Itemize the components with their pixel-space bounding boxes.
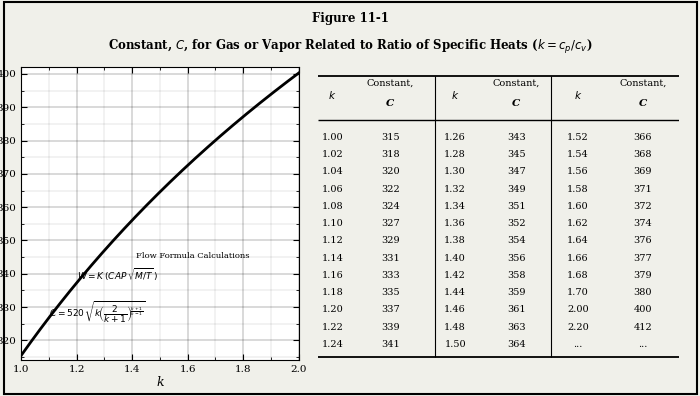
Text: 1.20: 1.20 — [321, 305, 343, 314]
Text: 1.64: 1.64 — [567, 236, 589, 246]
Text: 356: 356 — [508, 254, 526, 263]
Text: 1.08: 1.08 — [321, 202, 343, 211]
Text: ...: ... — [573, 340, 582, 349]
Text: 2.00: 2.00 — [567, 305, 589, 314]
Text: 1.24: 1.24 — [321, 340, 343, 349]
Text: 341: 341 — [381, 340, 400, 349]
Text: 335: 335 — [381, 288, 400, 297]
Text: 333: 333 — [381, 271, 400, 280]
Text: 1.16: 1.16 — [321, 271, 343, 280]
Text: C: C — [639, 99, 647, 109]
Text: 1.46: 1.46 — [444, 305, 466, 314]
Text: $k$: $k$ — [574, 89, 582, 101]
Text: 374: 374 — [634, 219, 652, 228]
Text: 1.66: 1.66 — [567, 254, 589, 263]
Text: 1.52: 1.52 — [567, 133, 589, 142]
Text: 343: 343 — [507, 133, 526, 142]
Text: 1.32: 1.32 — [444, 185, 466, 194]
Text: 1.00: 1.00 — [321, 133, 343, 142]
Text: 1.14: 1.14 — [321, 254, 343, 263]
Text: 1.58: 1.58 — [567, 185, 589, 194]
Text: 2.20: 2.20 — [567, 323, 589, 332]
Text: 1.62: 1.62 — [567, 219, 589, 228]
Text: 377: 377 — [634, 254, 652, 263]
Text: $k$: $k$ — [328, 89, 337, 101]
Text: 1.42: 1.42 — [444, 271, 466, 280]
Text: 1.56: 1.56 — [567, 168, 589, 177]
Text: 366: 366 — [634, 133, 652, 142]
X-axis label: k: k — [156, 376, 164, 388]
Text: Flow Formula Calculations: Flow Formula Calculations — [136, 252, 250, 260]
Text: Constant, $C$, for Gas or Vapor Related to Ratio of Specific Heats ($k = c_p/c_v: Constant, $C$, for Gas or Vapor Related … — [108, 38, 592, 55]
Text: 329: 329 — [381, 236, 400, 246]
Text: Constant,: Constant, — [493, 79, 540, 88]
Text: 400: 400 — [634, 305, 652, 314]
Text: 324: 324 — [381, 202, 400, 211]
Text: 1.12: 1.12 — [321, 236, 343, 246]
Text: 1.40: 1.40 — [444, 254, 466, 263]
Text: Figure 11-1: Figure 11-1 — [312, 12, 388, 25]
Text: 361: 361 — [508, 305, 526, 314]
Text: 369: 369 — [634, 168, 652, 177]
Text: 1.22: 1.22 — [321, 323, 343, 332]
Text: 315: 315 — [381, 133, 400, 142]
Text: 354: 354 — [508, 236, 526, 246]
Text: 1.26: 1.26 — [444, 133, 466, 142]
Text: 337: 337 — [381, 305, 400, 314]
Text: 1.04: 1.04 — [321, 168, 343, 177]
Text: 1.10: 1.10 — [321, 219, 343, 228]
Text: 371: 371 — [634, 185, 652, 194]
Text: ...: ... — [638, 340, 648, 349]
Text: 1.70: 1.70 — [567, 288, 589, 297]
Text: 1.50: 1.50 — [444, 340, 466, 349]
Text: 380: 380 — [634, 288, 652, 297]
Text: 339: 339 — [381, 323, 400, 332]
Text: 1.02: 1.02 — [321, 150, 343, 159]
Text: 1.54: 1.54 — [567, 150, 589, 159]
Text: 1.06: 1.06 — [321, 185, 343, 194]
Text: 1.28: 1.28 — [444, 150, 466, 159]
Text: 1.18: 1.18 — [321, 288, 343, 297]
Text: 364: 364 — [508, 340, 526, 349]
Text: 368: 368 — [634, 150, 652, 159]
Text: 1.38: 1.38 — [444, 236, 466, 246]
Text: C: C — [512, 99, 521, 109]
Text: 358: 358 — [508, 271, 526, 280]
Text: 1.68: 1.68 — [567, 271, 589, 280]
Text: 327: 327 — [381, 219, 400, 228]
Text: $C = 520\,\sqrt{k\!\left(\dfrac{2}{k+1}\right)^{\!\frac{k+1}{k-1}}}$: $C = 520\,\sqrt{k\!\left(\dfrac{2}{k+1}\… — [49, 300, 146, 325]
Text: 351: 351 — [508, 202, 526, 211]
Text: 359: 359 — [508, 288, 526, 297]
Text: 352: 352 — [508, 219, 526, 228]
Text: 345: 345 — [508, 150, 526, 159]
Text: 1.36: 1.36 — [444, 219, 466, 228]
Text: 372: 372 — [634, 202, 652, 211]
Text: 322: 322 — [381, 185, 400, 194]
Text: $k$: $k$ — [451, 89, 459, 101]
Text: $W = K\,(CAP\,\sqrt{M/T}\,)$: $W = K\,(CAP\,\sqrt{M/T}\,)$ — [76, 267, 158, 284]
Text: 347: 347 — [507, 168, 526, 177]
Text: 1.48: 1.48 — [444, 323, 466, 332]
Text: 1.34: 1.34 — [444, 202, 466, 211]
Text: 349: 349 — [508, 185, 526, 194]
Text: 412: 412 — [634, 323, 652, 332]
Text: 1.60: 1.60 — [567, 202, 589, 211]
Text: 1.44: 1.44 — [444, 288, 466, 297]
Text: C: C — [386, 99, 394, 109]
Text: 320: 320 — [381, 168, 400, 177]
Text: 376: 376 — [634, 236, 652, 246]
Text: 379: 379 — [634, 271, 652, 280]
Text: 331: 331 — [381, 254, 400, 263]
Text: 1.30: 1.30 — [444, 168, 466, 177]
Text: Constant,: Constant, — [620, 79, 666, 88]
Text: 363: 363 — [508, 323, 526, 332]
Text: Constant,: Constant, — [366, 79, 414, 88]
Text: 318: 318 — [381, 150, 400, 159]
